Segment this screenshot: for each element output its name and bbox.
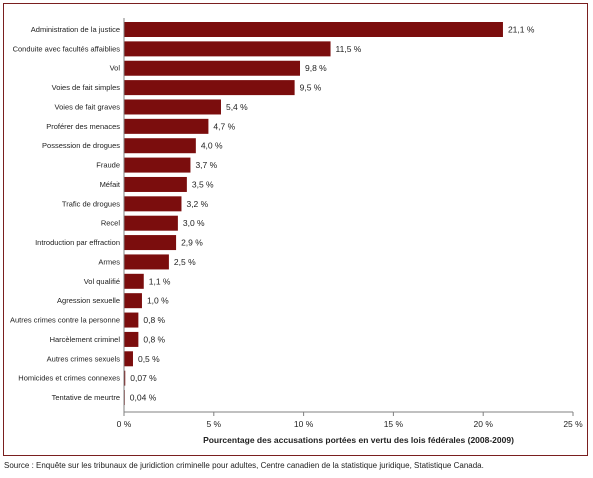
- category-label: Tentative de meurtre: [52, 393, 120, 402]
- category-label: Vol: [110, 64, 121, 73]
- value-label: 4,7 %: [213, 121, 235, 131]
- x-tick-label: 20 %: [474, 419, 494, 429]
- bar: [124, 235, 177, 251]
- value-label: 0,04 %: [130, 393, 157, 403]
- bar-chart: Administration de la justice 21,1 % Condui…: [10, 18, 583, 445]
- bar: [124, 215, 178, 231]
- value-label: 3,5 %: [192, 179, 214, 189]
- x-tick-label: 25 %: [563, 419, 583, 429]
- category-label: Fraude: [96, 161, 120, 170]
- value-label: 0,07 %: [130, 373, 157, 383]
- x-tick-label: 5 %: [206, 419, 221, 429]
- value-label: 1,0 %: [147, 296, 169, 306]
- bar: [124, 312, 139, 328]
- bar: [124, 138, 196, 154]
- value-label: 0,5 %: [138, 354, 160, 364]
- category-label: Homicides et crimes connexes: [18, 374, 120, 383]
- bar: [124, 331, 139, 347]
- value-label: 0,8 %: [143, 334, 165, 344]
- category-label: Administration de la justice: [31, 25, 120, 34]
- value-label: 0,8 %: [143, 315, 165, 325]
- bar: [124, 273, 144, 289]
- category-label: Possession de drogues: [42, 141, 120, 150]
- x-axis-title: Pourcentage des accusations portées en v…: [203, 435, 514, 445]
- value-label: 2,5 %: [174, 257, 196, 267]
- bar: [124, 370, 126, 386]
- x-tick-label: 10 %: [294, 419, 314, 429]
- bar: [124, 22, 503, 37]
- value-label: 21,1 %: [508, 25, 535, 35]
- source-note: Source : Enquête sur les tribunaux de ju…: [4, 461, 484, 470]
- x-tick-label: 0 %: [117, 419, 132, 429]
- bar: [124, 80, 295, 96]
- category-label: Armes: [98, 257, 120, 266]
- value-label: 9,5 %: [300, 83, 322, 93]
- category-label: Harcèlement criminel: [50, 335, 121, 344]
- value-label: 1,1 %: [149, 276, 171, 286]
- value-label: 9,8 %: [305, 63, 327, 73]
- bar: [124, 176, 187, 192]
- category-label: Agression sexuelle: [57, 296, 120, 305]
- bar: [124, 293, 142, 309]
- bar: [124, 157, 191, 173]
- category-label: Voies de fait graves: [55, 102, 121, 111]
- bar: [124, 351, 133, 367]
- bar: [124, 60, 301, 76]
- bar: [124, 118, 209, 134]
- chart-frame: Administration de la justice 21,1 % Condui…: [3, 3, 588, 456]
- value-label: 3,2 %: [186, 199, 208, 209]
- category-label: Introduction par effraction: [35, 238, 120, 247]
- category-label: Voies de fait simples: [52, 83, 121, 92]
- category-label: Autres crimes sexuels: [47, 354, 121, 363]
- category-label: Recel: [101, 219, 121, 228]
- category-label: Conduite avec facultés affaiblies: [13, 44, 121, 53]
- bar: [124, 41, 331, 57]
- x-tick-label: 15 %: [384, 419, 404, 429]
- value-label: 3,0 %: [183, 218, 205, 228]
- category-label: Trafic de drogues: [62, 199, 120, 208]
- bar: [124, 254, 169, 270]
- bar: [124, 99, 221, 115]
- category-label: Méfait: [100, 180, 121, 189]
- category-label: Vol qualifié: [84, 277, 120, 286]
- value-label: 3,7 %: [195, 160, 217, 170]
- value-label: 4,0 %: [201, 141, 223, 151]
- category-label: Proférer des menaces: [46, 122, 120, 131]
- value-label: 5,4 %: [226, 102, 248, 112]
- bar: [124, 196, 182, 212]
- category-label: Autres crimes contre la personne: [10, 316, 120, 325]
- value-label: 11,5 %: [336, 44, 362, 54]
- value-label: 2,9 %: [181, 238, 203, 248]
